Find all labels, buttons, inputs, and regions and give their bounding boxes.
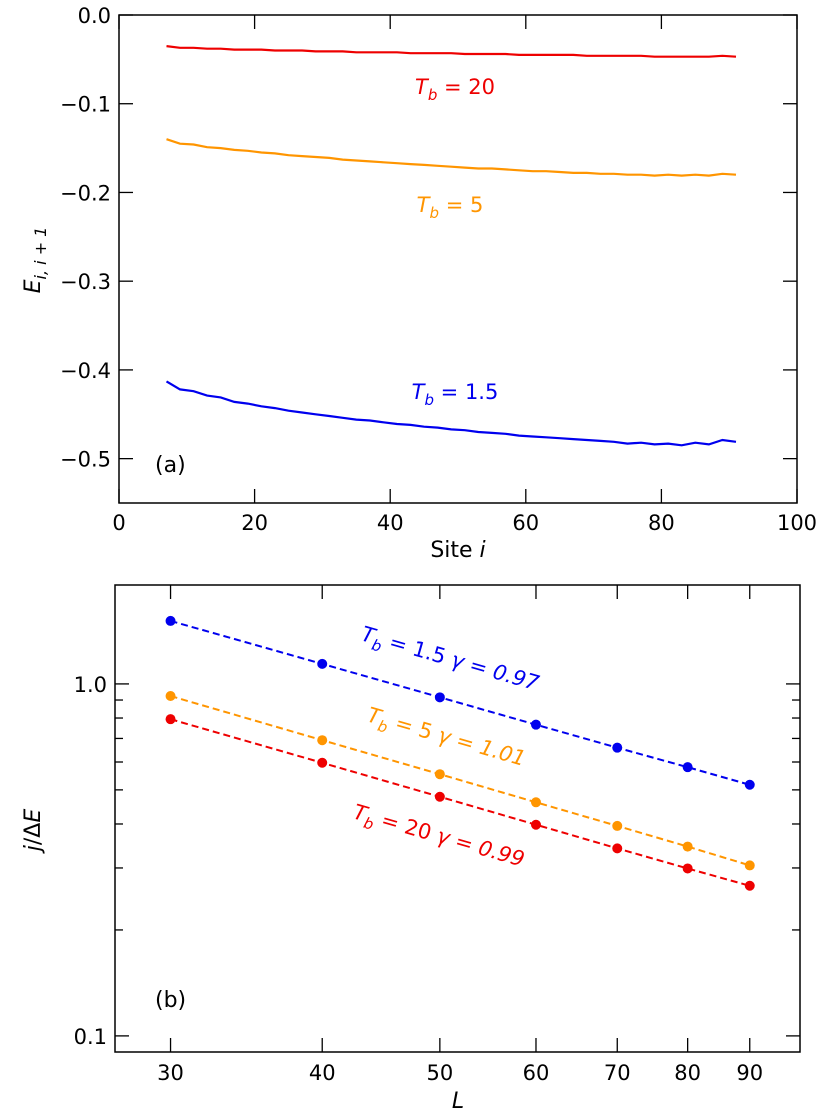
data-point — [744, 880, 755, 891]
series-line — [165, 380, 737, 447]
x-axis-label-variable: L — [452, 1089, 464, 1114]
x-tick-label: 40 — [309, 1061, 336, 1085]
label-value: = 20 — [437, 75, 495, 99]
data-point — [434, 791, 445, 802]
data-point — [612, 820, 623, 831]
x-axis-label: Site i — [430, 538, 485, 563]
series-label: Tb = 1.5 γ = 0.97 — [357, 622, 542, 701]
series-line — [170, 619, 751, 786]
data-point — [165, 714, 176, 725]
panel-a: 0 20 40 60 80 100 0.0 −0.1 −0.2 −0.3 −0.4 −0.5 Site … — [21, 4, 817, 563]
label-value: = 5 — [386, 709, 435, 744]
x-axis-label-variable: i — [480, 538, 486, 563]
x-tick-label: 30 — [157, 1061, 184, 1085]
y-tick-label: −0.3 — [60, 270, 111, 294]
y-tick-label: 0.1 — [74, 1025, 107, 1049]
data-point — [682, 863, 693, 874]
x-tick-label: 40 — [377, 511, 404, 535]
label-subscript: b — [424, 391, 434, 409]
panel-label: (b) — [155, 988, 186, 1013]
data-point — [165, 615, 176, 626]
data-point — [530, 819, 541, 830]
x-tick-label: 60 — [523, 1061, 550, 1085]
data-point — [317, 735, 328, 746]
panel-label: (a) — [155, 453, 186, 478]
x-tick-label: 100 — [777, 511, 817, 535]
gamma-label: γ = 1.01 — [429, 721, 529, 771]
y-tick-label: −0.5 — [60, 448, 111, 472]
data-point — [317, 757, 328, 768]
gamma-label: γ = 0.97 — [442, 646, 542, 696]
series-label: Tb = 20 γ = 0.99 — [349, 800, 527, 877]
label-value: = 5 — [439, 193, 483, 217]
y-axis-label: j/ΔE — [21, 809, 46, 855]
data-point — [744, 860, 755, 871]
x-tick-label: 0 — [112, 511, 125, 535]
series-line — [166, 138, 737, 177]
data-point — [530, 797, 541, 808]
x-axis-label-text: Site — [430, 538, 479, 563]
label-variable: T — [417, 193, 432, 217]
data-point — [165, 691, 176, 701]
gamma-label: γ = 0.99 — [428, 822, 528, 872]
data-point — [434, 692, 445, 703]
data-point — [744, 779, 755, 790]
label-subscript: b — [429, 204, 439, 222]
data-point — [682, 762, 693, 773]
series-label: Tb = 20 — [415, 75, 495, 104]
x-tick-label: 70 — [604, 1061, 631, 1085]
series-label: Tb = 5 γ = 1.01 — [363, 703, 528, 776]
label-variable: T — [415, 75, 430, 99]
data-point — [530, 719, 541, 730]
series-line — [166, 45, 737, 58]
label-value: = 1.5 — [380, 628, 448, 669]
y-tick-label: 0.0 — [78, 4, 111, 28]
y-axis-label: Ei, i + 1 — [21, 227, 50, 294]
y-tick-label: −0.2 — [60, 181, 111, 205]
x-tick-label: 80 — [674, 1061, 701, 1085]
label-value: = 20 — [372, 806, 434, 845]
data-point — [612, 742, 623, 753]
x-tick-label: 20 — [241, 511, 268, 535]
y-tick-label: −0.1 — [60, 93, 111, 117]
plot-frame — [118, 14, 798, 504]
data-point — [682, 841, 693, 852]
panel-b: 30 40 50 60 70 80 90 0.1 1.0 Lj/ΔE (b) Tb = 1.5 γ =… — [21, 584, 801, 1114]
label-variable: T — [412, 380, 427, 404]
x-tick-label: 50 — [426, 1061, 453, 1085]
y-tick-label: 1.0 — [74, 673, 107, 697]
label-subscript: b — [428, 86, 438, 104]
y-axis-label-text: /Δ — [21, 823, 46, 845]
y-tick-label: −0.4 — [60, 359, 111, 383]
series-label: Tb = 1.5 — [412, 380, 499, 409]
y-axis-label-subscript: i, i + 1 — [31, 227, 50, 280]
plot-frame — [114, 584, 801, 1053]
x-tick-label: 60 — [512, 511, 539, 535]
x-tick-label: 80 — [648, 511, 675, 535]
x-axis-label: L — [452, 1089, 464, 1114]
y-axis-label-variable: E — [21, 809, 46, 823]
y-axis-label-variable: j — [21, 844, 46, 854]
series-label: Tb = 5 — [417, 193, 484, 222]
label-value: = 1.5 — [434, 380, 498, 404]
data-point — [612, 843, 623, 854]
y-axis-label-variable: E — [21, 279, 46, 293]
data-point — [434, 769, 445, 780]
data-point — [317, 658, 328, 669]
x-tick-label: 90 — [736, 1061, 763, 1085]
